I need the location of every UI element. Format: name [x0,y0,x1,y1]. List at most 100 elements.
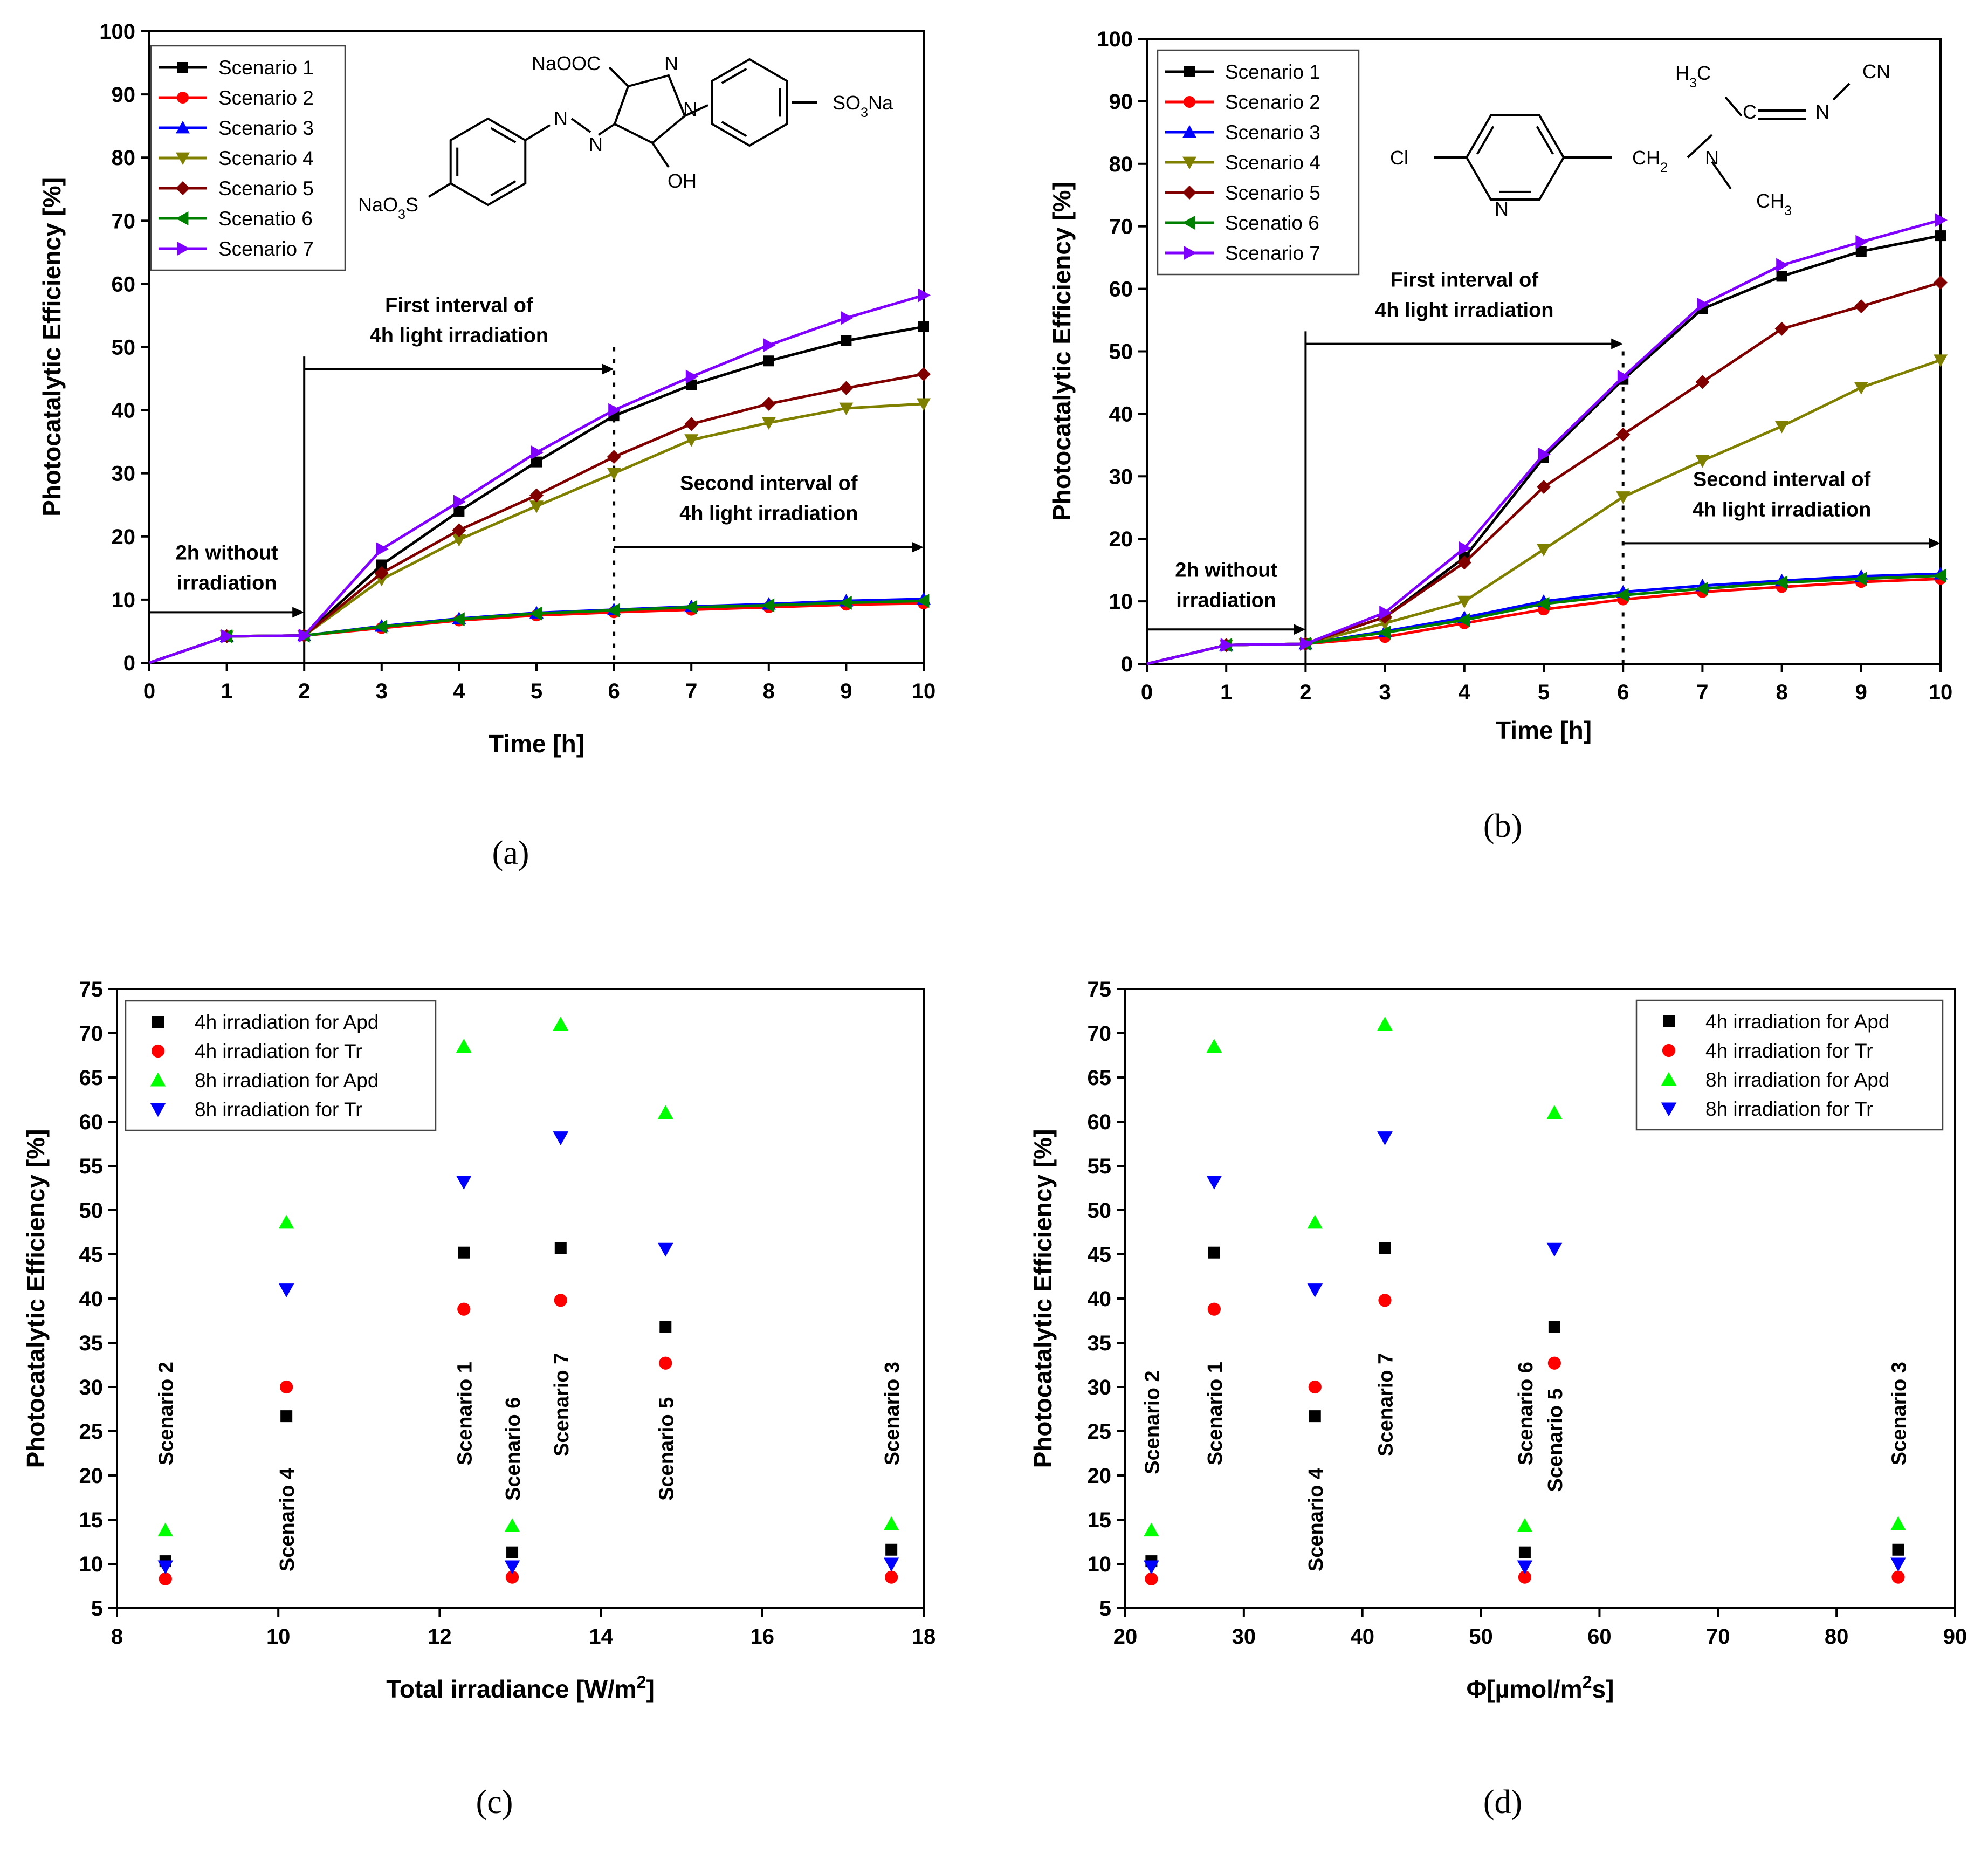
data-point [918,288,931,303]
data-point [529,500,544,513]
data-point [1616,427,1631,442]
y-tick-label: 65 [79,1066,104,1090]
y-tick-label: 60 [79,1110,104,1134]
data-point [1697,297,1710,312]
x-tick-label: 2 [298,679,310,703]
data-point [761,396,776,411]
legend-marker [1661,1072,1677,1086]
data-point [505,1570,519,1584]
x-tick-label: 7 [1696,681,1708,704]
data-point [1774,321,1789,336]
data-point [1207,1302,1221,1316]
data-point [298,628,312,643]
legend-label: Scenario 4 [1225,152,1320,174]
structure-label: N [1495,198,1509,220]
data-point [1378,1294,1392,1307]
data-point [1776,271,1787,282]
y-tick-label: 75 [79,978,104,1001]
data-point [1934,354,1948,367]
data-point [1309,1410,1321,1423]
structure-label: H3C [1675,62,1711,91]
data-point [1890,1557,1906,1572]
data-point [1307,1214,1323,1229]
data-point [529,606,542,621]
data-point [1548,1321,1560,1333]
y-tick-label: 40 [79,1287,104,1311]
arrow-head [912,541,924,553]
bond [1687,134,1713,159]
x-axis-label: Time [h] [1496,716,1592,744]
y-tick-label: 90 [1109,90,1133,114]
data-point [456,1039,472,1053]
bond [684,104,708,117]
data-point [1537,480,1551,495]
data-point [529,488,544,503]
data-point [1695,455,1710,468]
data-point [1378,626,1391,640]
legend-marker [1662,1043,1676,1058]
ring-bond [711,58,788,147]
data-point [1206,1039,1222,1053]
pyrazole-ring [613,74,686,145]
legend-marker [176,181,190,195]
legend-marker [177,92,189,104]
y-tick-label: 50 [79,1199,104,1223]
annotation-text: irradiation [177,572,277,594]
data-point [452,612,465,627]
data-point [1935,230,1946,242]
data-point [761,417,776,430]
legend: Scenario 1 Scenario 2 Scenario 3 Scenario 4… [150,45,346,271]
legend-label: Scenario 1 [1225,61,1320,83]
legend-box [1635,999,1944,1131]
legend-marker [176,211,189,225]
y-tick-label: 10 [79,1553,104,1576]
data-point [1617,370,1631,384]
x-tick-label: 12 [428,1625,452,1649]
data-point [1695,581,1708,596]
x-tick-label: 7 [685,679,697,703]
x-tick-label: 8 [763,679,775,703]
y-tick-label: 20 [112,525,136,549]
data-point [839,595,852,610]
legend-marker [177,242,190,256]
scenario-label: Scenario 7 [1374,1353,1397,1457]
data-point [1307,1283,1323,1297]
y-tick-label: 70 [1088,1022,1112,1046]
data-point [531,456,542,468]
annotation-text: 4h light irradiation [679,503,858,525]
legend-label: 8h irradiation for Apd [1705,1069,1889,1091]
panel-d: 20 30 40 50 60 70 80 90 5 10 15 20 25 30 35 40 45 50 55 60 6… [1029,978,1967,1821]
structure-label: NaO3S [358,194,418,222]
data-point [1537,544,1551,557]
y-tick-label: 50 [1088,1199,1112,1223]
legend-marker [150,1103,166,1117]
legend-marker [1182,156,1196,169]
structure-label: CH3 [1756,190,1792,218]
x-tick-label: 80 [1825,1625,1849,1649]
data-point [917,594,930,608]
legend-marker [1182,186,1196,200]
data-point [554,1242,567,1254]
annotation-text: 2h without [1175,559,1277,581]
x-tick-label: 6 [1617,681,1629,704]
y-tick-label: 30 [112,462,136,486]
data-point [1457,595,1471,609]
y-tick-label: 15 [1088,1508,1112,1532]
y-tick-label: 5 [1099,1597,1111,1620]
data-point [1934,568,1946,583]
series-line [149,402,924,664]
y-tick-label: 70 [112,209,136,233]
legend-label: 8h irradiation for Tr [195,1098,362,1121]
structure-label: SO3Na [833,92,893,120]
data-point [883,1557,899,1572]
y-tick-label: 30 [1109,465,1133,489]
data-point [452,534,466,547]
x-axis-label: Total irradiance [W/m2] [386,1672,655,1703]
data-point [1144,1522,1159,1537]
annotation-text: First interval of [385,294,533,317]
y-tick-label: 10 [112,588,136,612]
data-point [504,1518,520,1532]
data-point [659,1356,672,1370]
data-point [657,1242,673,1257]
bond [524,124,551,141]
